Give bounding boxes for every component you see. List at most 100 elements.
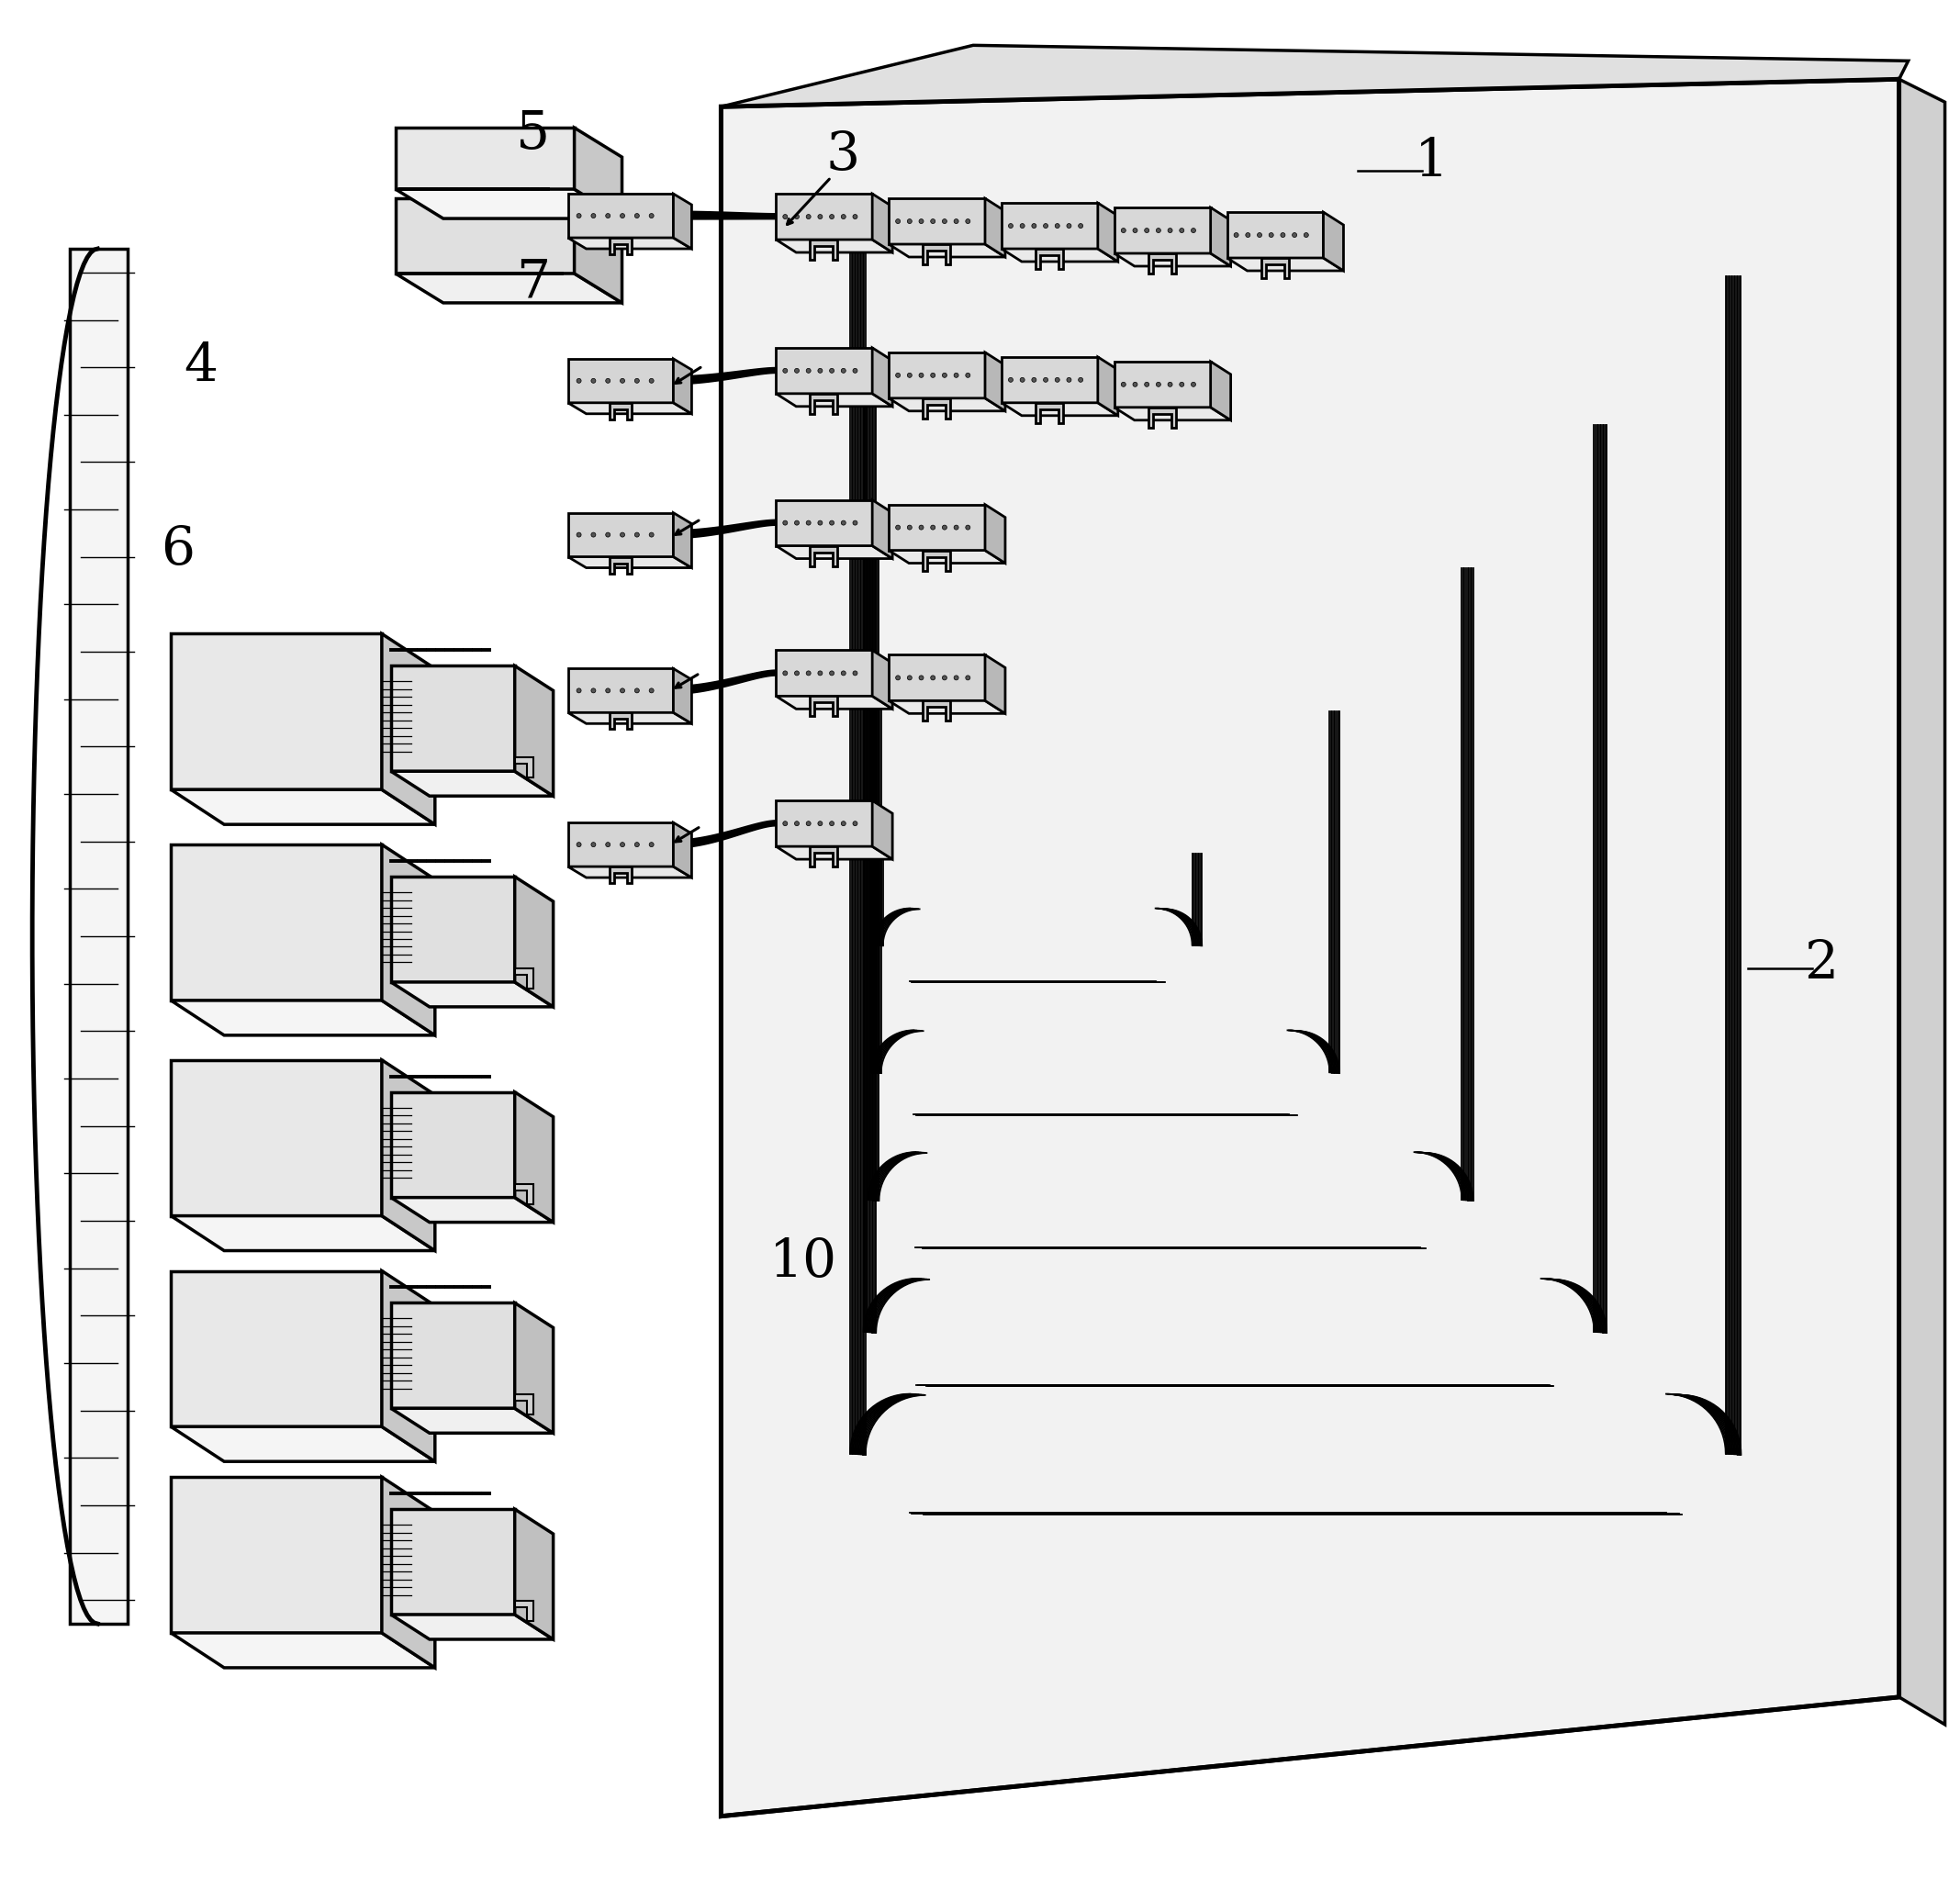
Circle shape: [966, 220, 970, 223]
Circle shape: [829, 670, 835, 676]
Circle shape: [1256, 233, 1262, 237]
Polygon shape: [809, 546, 837, 565]
Polygon shape: [674, 193, 692, 248]
Circle shape: [782, 821, 788, 826]
Polygon shape: [515, 757, 533, 777]
Circle shape: [1031, 377, 1037, 381]
Polygon shape: [382, 845, 435, 1035]
Polygon shape: [721, 79, 1899, 1816]
Polygon shape: [171, 633, 382, 789]
Circle shape: [829, 821, 835, 826]
Circle shape: [782, 368, 788, 374]
Circle shape: [635, 379, 639, 383]
Polygon shape: [568, 669, 674, 712]
Polygon shape: [1211, 362, 1231, 421]
Polygon shape: [171, 1215, 435, 1251]
Circle shape: [1156, 381, 1160, 387]
Polygon shape: [674, 823, 692, 877]
Circle shape: [955, 526, 958, 530]
Circle shape: [782, 520, 788, 526]
Polygon shape: [888, 199, 986, 244]
Circle shape: [853, 821, 857, 826]
Polygon shape: [568, 239, 692, 248]
Polygon shape: [923, 244, 951, 265]
Polygon shape: [390, 1510, 515, 1615]
Polygon shape: [872, 193, 892, 252]
Polygon shape: [71, 248, 127, 1624]
Circle shape: [817, 670, 823, 676]
Circle shape: [943, 374, 947, 377]
Polygon shape: [171, 1271, 382, 1427]
Circle shape: [853, 520, 857, 526]
Polygon shape: [390, 982, 553, 1007]
Polygon shape: [390, 1303, 515, 1408]
Text: 3: 3: [825, 130, 860, 180]
Circle shape: [907, 374, 911, 377]
Polygon shape: [396, 128, 574, 190]
Circle shape: [907, 220, 911, 223]
Circle shape: [635, 533, 639, 537]
Polygon shape: [396, 274, 621, 302]
Polygon shape: [396, 190, 621, 218]
Polygon shape: [809, 394, 837, 413]
Polygon shape: [515, 1093, 553, 1223]
Polygon shape: [888, 398, 1005, 411]
Polygon shape: [872, 650, 892, 708]
Polygon shape: [986, 199, 1005, 257]
Circle shape: [829, 520, 835, 526]
Polygon shape: [888, 655, 986, 700]
Circle shape: [649, 689, 655, 693]
Text: 4: 4: [184, 340, 218, 393]
Circle shape: [1019, 377, 1025, 381]
Circle shape: [635, 214, 639, 218]
Polygon shape: [568, 866, 692, 877]
Circle shape: [649, 379, 655, 383]
Circle shape: [1066, 377, 1072, 381]
Polygon shape: [610, 239, 631, 254]
Polygon shape: [1323, 212, 1343, 270]
Circle shape: [931, 220, 935, 223]
Polygon shape: [610, 712, 631, 729]
Circle shape: [829, 214, 835, 220]
Polygon shape: [515, 1303, 553, 1433]
Polygon shape: [382, 633, 435, 824]
Polygon shape: [515, 1600, 533, 1621]
Circle shape: [955, 374, 958, 377]
Polygon shape: [610, 866, 631, 883]
Circle shape: [1043, 223, 1049, 227]
Circle shape: [606, 214, 610, 218]
Circle shape: [619, 843, 625, 847]
Circle shape: [606, 689, 610, 693]
Circle shape: [794, 368, 800, 374]
Text: 1: 1: [1415, 135, 1448, 188]
Polygon shape: [986, 655, 1005, 714]
Circle shape: [1066, 223, 1072, 227]
Polygon shape: [1115, 408, 1231, 421]
Circle shape: [619, 533, 625, 537]
Circle shape: [794, 670, 800, 676]
Polygon shape: [1002, 248, 1117, 261]
Polygon shape: [568, 556, 692, 567]
Circle shape: [592, 689, 596, 693]
Polygon shape: [674, 513, 692, 567]
Polygon shape: [1035, 402, 1062, 423]
Polygon shape: [515, 969, 533, 988]
Polygon shape: [776, 347, 872, 394]
Circle shape: [817, 368, 823, 374]
Polygon shape: [1002, 203, 1098, 248]
Circle shape: [919, 374, 923, 377]
Circle shape: [1145, 381, 1149, 387]
Polygon shape: [776, 394, 892, 406]
Polygon shape: [776, 546, 892, 558]
Polygon shape: [171, 1632, 435, 1668]
Circle shape: [853, 368, 857, 374]
Circle shape: [635, 689, 639, 693]
Circle shape: [606, 379, 610, 383]
Polygon shape: [923, 398, 951, 419]
Circle shape: [829, 368, 835, 374]
Polygon shape: [610, 556, 631, 573]
Circle shape: [794, 821, 800, 826]
Circle shape: [1192, 227, 1196, 233]
Polygon shape: [1098, 203, 1117, 261]
Circle shape: [649, 214, 655, 218]
